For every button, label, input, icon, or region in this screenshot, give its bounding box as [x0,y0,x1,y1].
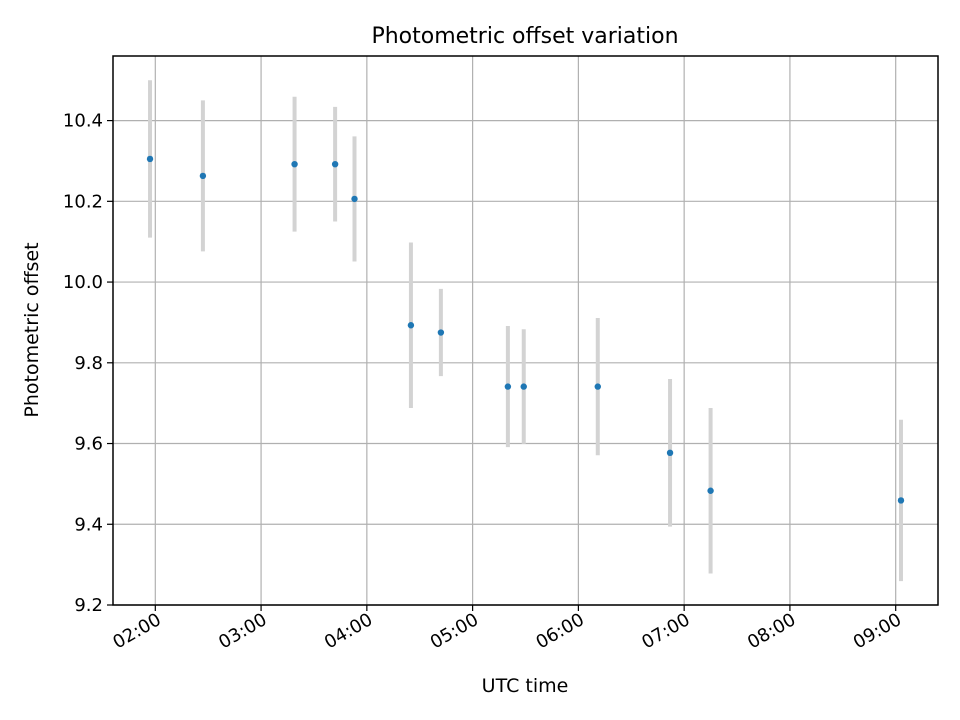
grid [113,56,938,606]
data-point [407,322,415,329]
data-point [437,329,445,336]
y-tick-label: 9.6 [74,434,103,455]
data-point [331,160,339,168]
y-tick-label: 10.0 [63,272,103,293]
data-point [146,155,154,163]
chart-title: Photometric offset variation [371,24,678,49]
y-axis-ticks: 9.2 9.4 9.6 9.8 10.0 10.2 10.4 [63,111,113,616]
x-axis-label: UTC time [482,675,569,697]
y-tick-label: 9.2 [74,595,103,616]
y-tick-label: 9.4 [74,514,103,535]
data-point [897,497,905,504]
y-tick-label: 9.8 [74,353,103,374]
y-tick-label: 10.4 [63,111,103,132]
y-tick-label: 10.2 [63,191,103,212]
data-point [351,195,358,203]
y-axis-label: Photometric offset [21,242,43,417]
data-point [291,160,298,168]
data-point [520,383,527,390]
data-point [199,172,207,180]
data-point [707,487,714,494]
data-point [666,449,674,457]
data-points [146,155,905,504]
data-point [594,383,601,390]
plot-frame [112,55,939,606]
data-point [504,383,512,390]
